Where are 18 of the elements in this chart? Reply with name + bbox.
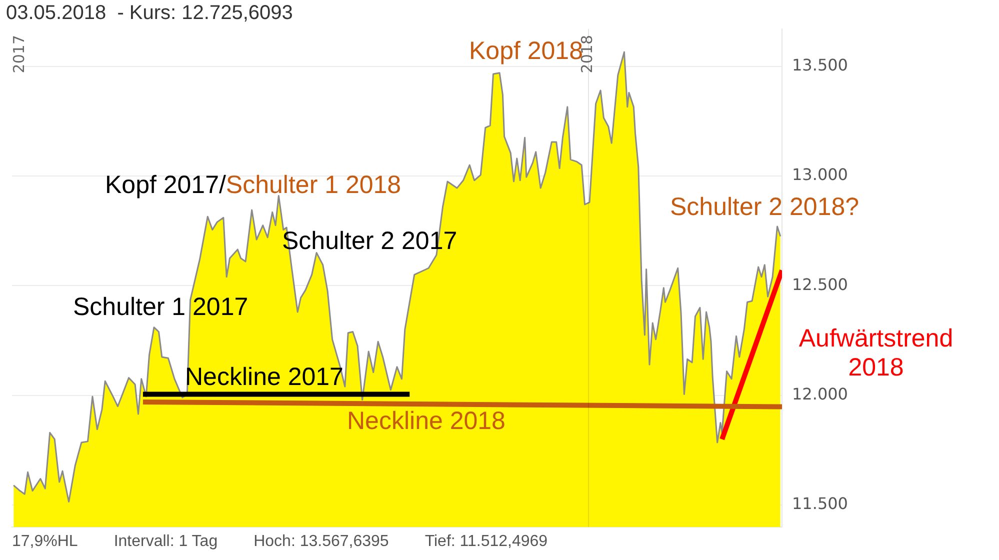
annotation: Schulter 1 2017 xyxy=(73,292,248,321)
text: Tief: 11.512,4969 xyxy=(424,533,548,551)
x-tick-label: 2017 xyxy=(10,35,28,74)
text: Hoch: 13.567,6395 xyxy=(254,533,389,551)
text: 17,9%HL xyxy=(12,533,78,551)
y-tick-label: 12.000 xyxy=(792,384,848,404)
annotation: Neckline 2018 xyxy=(347,406,506,435)
annotation: Neckline 2017 xyxy=(185,362,344,391)
chart-title: 03.05.2018 - Kurs: 12.725,6093 xyxy=(6,2,293,25)
y-tick-label: 13.000 xyxy=(792,165,848,184)
annotation: Schulter 2 2018? xyxy=(670,192,860,221)
text: Intervall: 1 Tag xyxy=(114,533,218,551)
y-tick-label: 11.500 xyxy=(792,494,848,514)
y-tick-label: 12.500 xyxy=(792,274,848,294)
y-tick-label: 13.500 xyxy=(792,55,848,74)
annotation: Schulter 1 2018 xyxy=(226,170,402,199)
annotation: Kopf 2017/ xyxy=(105,170,226,199)
text: Aufwärtstrend 2018 xyxy=(798,324,954,382)
